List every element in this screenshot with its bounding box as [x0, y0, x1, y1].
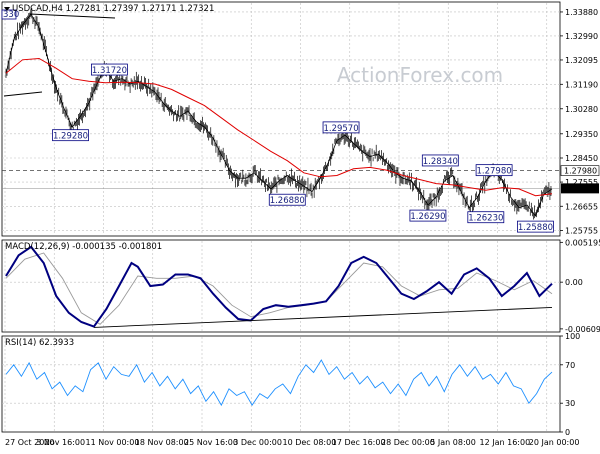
y-tick-label: 1.32095: [565, 56, 598, 65]
price-annotation: 1.29570: [322, 121, 360, 134]
price-annotation-label: 1.26880: [270, 196, 305, 206]
y-tick-label: 1.28450: [565, 154, 598, 163]
price-annotation: 1.31720: [91, 63, 128, 76]
price-annotation-box: [322, 121, 360, 134]
price-annotation-box: [409, 209, 447, 222]
price-annotation: 1.26880: [268, 193, 306, 206]
x-tick-label: 3 Nov 16:00: [36, 438, 85, 447]
macd-y-tick-label: 0.005195: [565, 238, 600, 247]
x-tick-label: 20 Jan 00:00: [529, 438, 580, 447]
price-annotation-label: 1.28340: [423, 157, 458, 167]
current-price-box: [561, 183, 599, 194]
chart-content: [2, 8, 560, 407]
macd-y-tick-label: 0.00: [565, 278, 583, 287]
price-annotation-label: 1.31720: [92, 66, 127, 76]
current-price-label: 1.27321: [564, 184, 597, 193]
macd-y-tick-label: -0.006093: [565, 325, 600, 334]
rsi-y-tick-label: 100: [565, 332, 580, 341]
price-annotation-label: 1.25880: [518, 223, 553, 233]
rsi-title: RSI(14) 62.3933: [5, 338, 74, 348]
price-annotation-box: [475, 164, 513, 177]
price-annotation: 1.28340: [421, 154, 459, 167]
price-annotation-box: [467, 211, 505, 224]
chart-header: USDCAD,H4 1.27281 1.27397 1.27171 1.2732…: [12, 4, 214, 14]
price-annotation: 1.29280: [52, 129, 89, 142]
trendline-left: [3, 91, 43, 97]
watermark-text: ActionForex.com: [337, 63, 503, 87]
x-tick-label: 25 Nov 16:00: [184, 438, 238, 447]
dropdown-arrow-icon: [4, 7, 10, 11]
price-annotation-label: 1.27980: [477, 167, 512, 177]
reference-price-box: [560, 165, 600, 176]
price-annotation: 1.27980: [475, 164, 513, 177]
x-tick-label: 5 Jan 08:00: [430, 438, 476, 447]
moving-average-line: [5, 57, 553, 197]
y-tick-label: 1.33880: [565, 8, 598, 17]
price-line: [5, 13, 553, 217]
y-tick-label: 1.25755: [565, 226, 598, 235]
panel-frame-1: [1, 239, 561, 333]
price-annotation-box: [268, 193, 306, 206]
macd-trendline: [93, 307, 553, 328]
price-annotation-label: 1.26290: [410, 212, 445, 222]
x-tick-label: 28 Dec 00:00: [381, 438, 435, 447]
x-tick-label: 3 Dec 00:00: [233, 438, 282, 447]
x-tick-label: 11 Nov 00:00: [86, 438, 140, 447]
chart-panels: [1, 1, 561, 433]
panel-frame-2: [1, 335, 561, 433]
price-annotation-label: 1.29570: [323, 124, 358, 134]
price-annotation-label: 1.26230: [468, 214, 503, 224]
trendline-top: [29, 13, 116, 19]
price-annotation: 1.26290: [409, 209, 447, 222]
edge-annotation-box: [1, 9, 17, 20]
price-annotation-label: 1.29280: [53, 132, 88, 142]
rsi-y-tick-label: 0: [565, 428, 570, 437]
rsi-y-tick-label: 70: [565, 361, 575, 370]
y-tick-label: 1.31190: [565, 80, 598, 89]
price-annotation-box: [52, 129, 89, 142]
reference-price-label: 1.27980: [564, 167, 597, 176]
y-tick-label: 1.29350: [565, 130, 598, 139]
edge-annotation-label: 330: [3, 10, 19, 20]
price-annotation: 1.26230: [467, 211, 505, 224]
y-tick-label: 1.30280: [565, 105, 598, 114]
price-annotation-box: [91, 63, 128, 76]
y-tick-label: 1.27555: [565, 178, 598, 187]
rsi-line: [5, 359, 553, 407]
x-tick-label: 18 Nov 08:00: [135, 438, 189, 447]
macd-title: MACD(12,26,9) -0.000135 -0.001801: [5, 242, 162, 252]
x-tick-label: 12 Jan 16:00: [480, 438, 531, 447]
y-tick-label: 1.26655: [565, 202, 598, 211]
x-tick-label: 17 Dec 16:00: [332, 438, 386, 447]
price-annotation-box: [421, 154, 459, 167]
x-tick-label: 10 Dec 08:00: [283, 438, 337, 447]
macd-line: [5, 245, 553, 328]
rsi-y-tick-label: 30: [565, 399, 575, 408]
x-tick-label: 27 Oct 2020: [5, 438, 54, 447]
price-annotation-box: [517, 220, 554, 233]
price-annotation: 1.25880: [517, 220, 554, 233]
y-tick-label: 1.32990: [565, 32, 598, 41]
